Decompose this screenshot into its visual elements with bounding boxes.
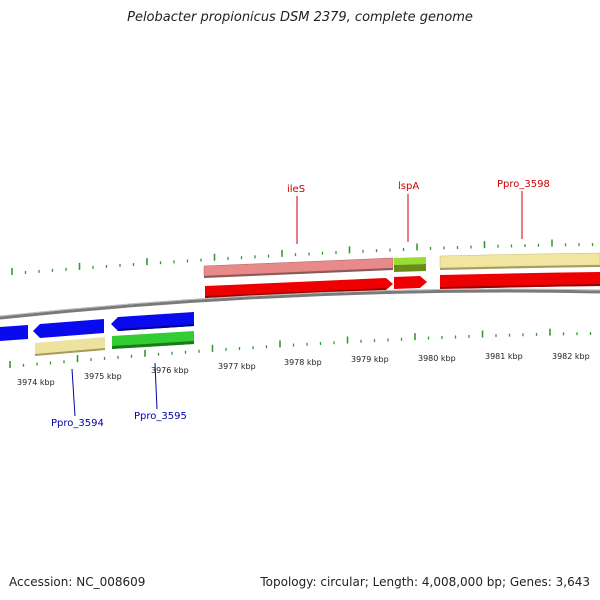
gene-bar-ileS-shadow [204, 268, 393, 278]
cds-arrow-lspA[interactable] [394, 276, 427, 289]
cds-arrow-Ppro_3598-shadow [440, 284, 600, 289]
tick-label-3976: 3976 kbp [151, 366, 189, 375]
gene-bar-Ppro_3598-shadow [440, 265, 600, 270]
gene-bar-lspA[interactable] [394, 257, 426, 265]
tick-label-3975: 3975 kbp [84, 372, 122, 381]
genome-backbone-highlight [0, 288, 600, 317]
gene-labels: ileS lspA Ppro_3598 Ppro_3594 Ppro_3595 [51, 179, 550, 429]
tick-label-3981: 3981 kbp [485, 352, 523, 361]
leader-line-Ppro_3595 [154, 362, 158, 410]
cds-arrow-Ppro_3595-shadow [118, 324, 194, 331]
gene-bar-Ppro_3594-shadow [35, 348, 105, 356]
tick-label-3979: 3979 kbp [351, 355, 389, 364]
scale-labels: 3974 kbp 3975 kbp 3976 kbp 3977 kbp 3978… [17, 352, 590, 387]
outer-tick-ring [11, 239, 594, 275]
accession-text: Accession: NC_008609 [9, 575, 146, 589]
tick-label-3982: 3982 kbp [552, 352, 590, 361]
tick-label-3977: 3977 kbp [218, 362, 256, 371]
forward-gene-track [203, 252, 600, 278]
tick-label-3978: 3978 kbp [284, 358, 322, 367]
gene-label-Ppro_3594[interactable]: Ppro_3594 [51, 418, 104, 429]
gene-label-lspA[interactable]: lspA [398, 181, 419, 192]
leader-line-Ppro_3594 [71, 368, 76, 417]
gene-label-Ppro_3598[interactable]: Ppro_3598 [497, 179, 550, 190]
topology-text: Topology: circular; Length: 4,008,000 bp… [260, 575, 590, 589]
inner-tick-ring [9, 328, 592, 368]
gene-label-ileS[interactable]: ileS [287, 184, 305, 195]
cds-arrow-left-partial[interactable] [0, 325, 28, 341]
reverse-cds-track [0, 312, 194, 341]
gene-bar-lspA-shadow [394, 264, 426, 272]
genome-backbone [0, 289, 600, 320]
tick-label-3980: 3980 kbp [418, 354, 456, 363]
tick-label-3974: 3974 kbp [17, 378, 55, 387]
reverse-gene-track [35, 331, 194, 356]
cds-arrow-Ppro_3594[interactable] [33, 319, 104, 338]
gene-label-Ppro_3595[interactable]: Ppro_3595 [134, 411, 187, 422]
forward-cds-track [205, 272, 600, 298]
cds-arrow-ileS[interactable] [205, 278, 393, 298]
gene-bar-Ppro_3595-shadow [112, 341, 194, 349]
map-title: Pelobacter propionicus DSM 2379, complet… [127, 10, 473, 25]
